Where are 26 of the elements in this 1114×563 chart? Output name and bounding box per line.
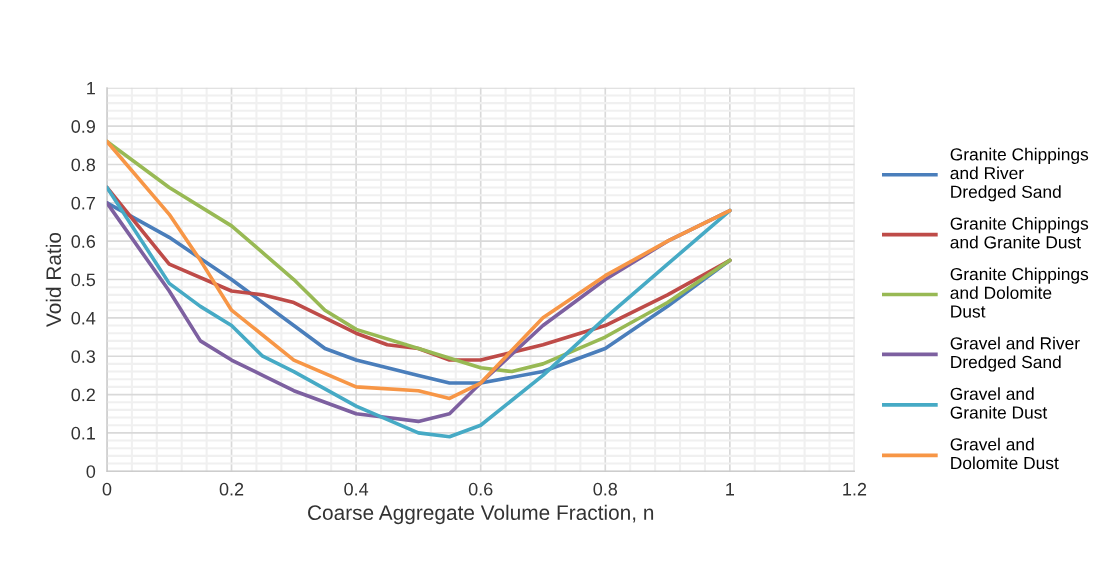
x-tick-label: 1.2 [843,482,867,496]
x-tick-label: 0.4 [344,482,369,496]
y-tick-label: 1 [87,81,95,95]
y-tick-label: 0.4 [71,311,96,325]
legend-label: Gravel and Granite Dust [950,387,1048,419]
x-tick-label: 1 [726,483,734,496]
y-tick-label: 0.3 [71,350,96,363]
y-tick-label: 0.9 [71,120,95,133]
y-tick-label: 0.8 [71,158,96,172]
x-axis-title: Coarse Aggregate Volume Fraction, n [308,504,654,525]
x-tick-label: 0.2 [219,482,244,496]
y-tick-label: 0.1 [71,426,95,440]
legend-label: Granite Chippings and Dolomite Dust [950,267,1089,318]
y-tick-label: 0.5 [71,273,96,287]
x-tick-label: 0 [102,482,112,496]
legend-label: Granite Chippings and Granite Dust [950,217,1089,249]
legend-label: Gravel and River Dredged Sand [950,336,1080,372]
legend-label: Granite Chippings and River Dredged Sand [950,147,1089,202]
y-axis-title: Void Ratio [45,232,62,327]
x-tick-label: 0.8 [593,482,618,496]
legend-label: Gravel and Dolomite Dust [950,437,1059,470]
x-tick-label: 0.6 [468,482,493,496]
y-tick-label: 0 [86,465,96,478]
y-tick-label: 0.7 [71,196,95,210]
y-tick-label: 0.2 [71,388,95,402]
y-tick-label: 0.6 [71,235,96,248]
